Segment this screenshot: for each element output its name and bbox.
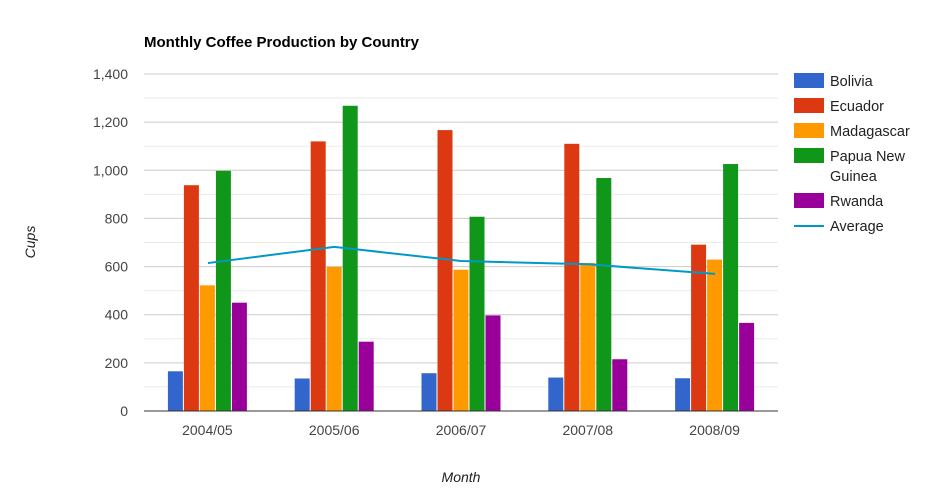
bar-ecuador-2006-07 <box>437 130 453 411</box>
bar-rwanda-2005-06 <box>358 341 374 411</box>
legend-label-rwanda: Rwanda <box>830 194 884 210</box>
bar-papua-new-guinea-2007-08 <box>596 177 612 411</box>
bar-madagascar-2006-07 <box>453 269 469 411</box>
x-tick-label: 2004/05 <box>182 422 233 438</box>
chart-title: Monthly Coffee Production by Country <box>144 34 420 51</box>
y-tick-label: 1,400 <box>93 66 128 82</box>
x-tick-label: 2007/08 <box>562 422 613 438</box>
bar-madagascar-2007-08 <box>580 262 596 411</box>
y-tick-label: 1,200 <box>93 114 128 130</box>
bar-papua-new-guinea-2005-06 <box>342 105 358 411</box>
average-line-series <box>207 245 716 275</box>
bar-bolivia-2007-08 <box>548 377 564 411</box>
legend-label-bolivia: Bolivia <box>830 74 874 90</box>
y-tick-label: 200 <box>105 355 129 371</box>
legend: Bolivia Ecuador Madagascar Papua New Guinea R… <box>794 73 910 235</box>
y-tick-label: 800 <box>105 210 129 226</box>
bar-madagascar-2008-09 <box>707 259 723 411</box>
bar-madagascar-2005-06 <box>326 266 342 411</box>
legend-swatch-rwanda <box>794 193 824 208</box>
x-tick-label: 2006/07 <box>436 422 487 438</box>
legend-swatch-papua-new-guinea <box>794 148 824 163</box>
bar-ecuador-2005-06 <box>310 141 326 411</box>
bar-papua-new-guinea-2008-09 <box>723 164 739 411</box>
bar-papua-new-guinea-2006-07 <box>469 216 485 411</box>
bar-bolivia-2008-09 <box>675 378 691 411</box>
legend-label-average: Average <box>830 219 884 235</box>
bar-rwanda-2006-07 <box>485 315 501 411</box>
legend-swatch-madagascar <box>794 123 824 138</box>
bar-ecuador-2007-08 <box>564 143 580 412</box>
y-axis-title: Cups <box>22 226 38 259</box>
bar-ecuador-2008-09 <box>691 244 707 411</box>
legend-label-papua-new-guinea: Papua New Guinea <box>830 149 905 185</box>
legend-swatch-ecuador <box>794 98 824 113</box>
bar-rwanda-2004-05 <box>231 302 247 411</box>
y-axis-ticks: 0 200 400 600 800 1,000 1,200 1,400 <box>93 66 128 419</box>
legend-label-madagascar: Madagascar <box>830 124 910 140</box>
bar-madagascar-2004-05 <box>199 285 215 411</box>
x-tick-label: 2005/06 <box>309 422 360 438</box>
bar-papua-new-guinea-2004-05 <box>215 170 231 411</box>
bar-bolivia-2005-06 <box>294 378 310 411</box>
bar-bolivia-2004-05 <box>167 371 183 411</box>
bar-series <box>167 105 755 412</box>
y-tick-label: 400 <box>105 307 129 323</box>
legend-label-ecuador: Ecuador <box>830 99 884 115</box>
bar-rwanda-2007-08 <box>612 359 628 411</box>
y-tick-label: 600 <box>105 259 129 275</box>
x-axis-ticks: 2004/05 2005/06 2006/07 2007/08 2008/09 <box>182 422 740 438</box>
bar-ecuador-2004-05 <box>183 185 199 411</box>
bar-bolivia-2006-07 <box>421 373 437 411</box>
bar-rwanda-2008-09 <box>739 322 755 411</box>
x-axis-title: Month <box>442 469 481 485</box>
x-tick-label: 2008/09 <box>689 422 740 438</box>
legend-swatch-bolivia <box>794 73 824 88</box>
y-tick-label: 0 <box>120 403 128 419</box>
line-average <box>207 245 716 275</box>
y-tick-label: 1,000 <box>93 162 128 178</box>
